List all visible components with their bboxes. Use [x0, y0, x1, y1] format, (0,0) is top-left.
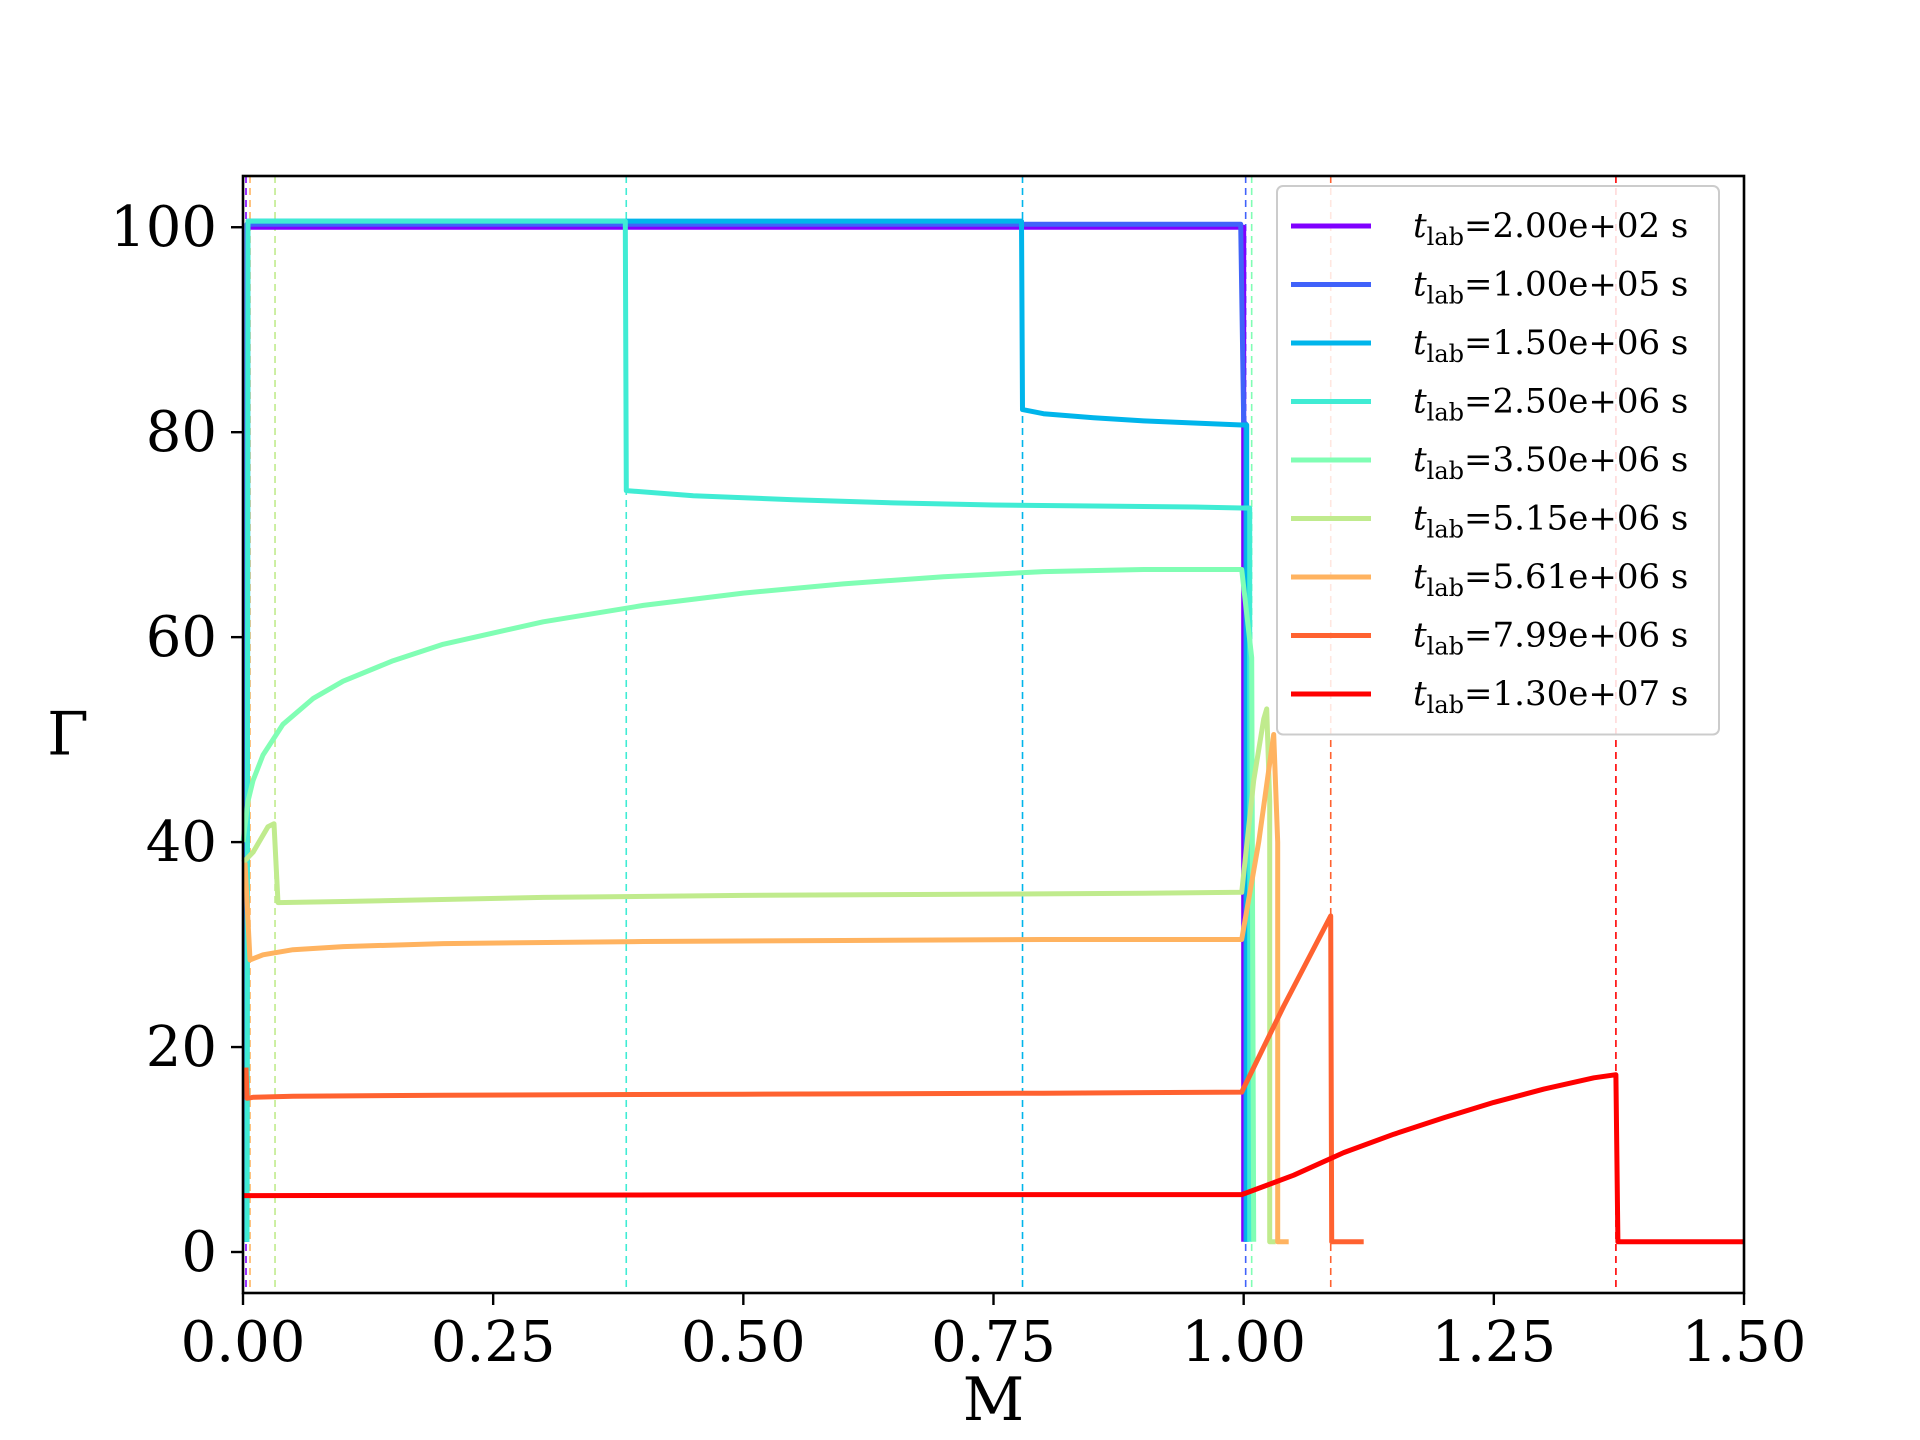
legend-entry: tlab=5.61e+06 s — [1413, 557, 1688, 602]
series-line-9 — [243, 1072, 1744, 1245]
legend: tlab=2.00e+02 s tlab=1.00e+05 s tlab=1.50e… — [1276, 185, 1720, 736]
series-line-4 — [244, 218, 1253, 1242]
series-line-5 — [240, 567, 1257, 1242]
legend-entry: tlab=1.50e+06 s — [1413, 323, 1688, 368]
y-tick-label: 40 — [146, 810, 217, 875]
legend-box — [1276, 185, 1720, 736]
series-layer — [240, 218, 1744, 1245]
legend-entry: tlab=7.99e+06 s — [1413, 616, 1688, 661]
y-axis: 0 20 40 60 80 100 — [110, 195, 243, 1285]
x-tick-label: 0.25 — [431, 1310, 556, 1375]
series-line-6 — [241, 706, 1276, 1245]
series-line-8 — [243, 913, 1364, 1245]
series-line-1 — [243, 224, 1247, 1242]
x-axis-label: M — [963, 1365, 1024, 1435]
x-tick-label: 1.50 — [1682, 1310, 1807, 1375]
x-tick-label: 0.50 — [681, 1310, 806, 1375]
y-tick-label: 0 — [181, 1220, 217, 1285]
x-tick-label: 1.00 — [1181, 1310, 1306, 1375]
y-axis-label: Γ — [47, 700, 89, 770]
legend-entry: tlab=1.30e+07 s — [1413, 674, 1688, 719]
y-tick-label: 100 — [110, 195, 217, 260]
x-tick-label: 1.25 — [1431, 1310, 1556, 1375]
legend-entry: tlab=5.15e+06 s — [1413, 499, 1688, 544]
series-line-3 — [244, 218, 1250, 1242]
x-axis: 0.00 0.25 0.50 0.75 1.00 1.25 1.50 — [181, 1293, 1807, 1375]
legend-entry: tlab=2.00e+02 s — [1413, 206, 1688, 251]
x-tick-label: 0.00 — [181, 1310, 306, 1375]
y-tick-label: 80 — [146, 400, 217, 465]
legend-entry: tlab=3.50e+06 s — [1413, 440, 1688, 485]
y-tick-label: 60 — [146, 605, 217, 670]
x-tick-label: 0.75 — [931, 1310, 1056, 1375]
y-tick-label: 20 — [146, 1015, 217, 1080]
legend-entry: tlab=1.00e+05 s — [1413, 265, 1688, 310]
legend-entry: tlab=2.50e+06 s — [1413, 382, 1688, 427]
series-line-7 — [242, 732, 1289, 1245]
series-line-2 — [243, 221, 1249, 1242]
